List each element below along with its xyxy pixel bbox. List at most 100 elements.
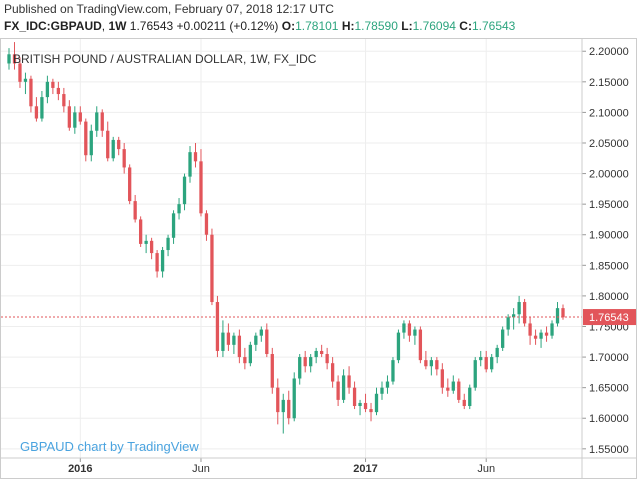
candle-body	[298, 357, 302, 379]
candle-body	[199, 161, 203, 214]
candle	[51, 78, 55, 95]
candle-body	[457, 381, 461, 400]
y-tick-label: 1.90000	[589, 230, 629, 242]
candle-body	[511, 314, 516, 318]
time-axis[interactable]: 2016Jun2017Jun2018	[68, 458, 637, 475]
y-tick-label: 1.55000	[589, 444, 629, 456]
candle-body	[374, 393, 379, 413]
candle-body	[23, 78, 28, 82]
candle	[188, 146, 192, 183]
candle-body	[479, 357, 483, 361]
candle-body	[149, 240, 154, 254]
candle	[40, 90, 44, 122]
y-tick-label: 2.05000	[589, 138, 629, 150]
candles-layer	[7, 42, 565, 434]
candle-body	[188, 152, 192, 177]
candle-body	[106, 130, 110, 159]
candle	[468, 384, 472, 410]
candle-body	[215, 302, 220, 351]
candle-body	[429, 360, 434, 367]
candle	[243, 347, 247, 370]
candle	[440, 363, 444, 394]
candle	[73, 106, 77, 134]
last-price-tag-bg	[583, 309, 636, 326]
candle-body	[128, 167, 132, 202]
candle	[462, 393, 466, 410]
candle	[210, 228, 214, 306]
candle	[446, 378, 450, 397]
candle-body	[166, 237, 170, 251]
candle	[128, 164, 132, 205]
candle-body	[451, 381, 455, 391]
candle	[160, 246, 165, 278]
candle-body	[341, 375, 346, 400]
candle	[303, 350, 307, 373]
x-tick-label: 2017	[353, 463, 377, 475]
candle	[111, 136, 115, 162]
candle	[259, 326, 263, 342]
candle-body	[292, 378, 296, 419]
candle	[45, 75, 50, 104]
candle-body	[330, 363, 335, 382]
candle-body	[12, 54, 17, 64]
candle-body	[287, 399, 291, 419]
candle	[138, 216, 143, 247]
candle	[309, 354, 313, 373]
candle	[517, 295, 521, 324]
watermark: GBPAUD chart by TradingView	[20, 439, 199, 454]
x-tick-label: Jun	[477, 463, 495, 475]
candle	[29, 75, 33, 113]
candle	[18, 57, 22, 88]
candle-body	[407, 323, 412, 336]
candle-body	[314, 350, 318, 358]
candle	[133, 194, 137, 223]
candle-body	[122, 149, 126, 168]
candle	[341, 369, 346, 403]
candle	[7, 48, 11, 70]
candle	[287, 390, 291, 425]
candle	[144, 234, 148, 254]
candlestick-chart[interactable]: 2.20000 2.15000 2.10000 2.05000 2.00000 1.950…	[0, 38, 637, 492]
candle-body	[544, 332, 549, 336]
candle	[155, 250, 159, 278]
candle	[23, 72, 28, 95]
candle	[221, 320, 225, 358]
candle-body	[40, 97, 44, 119]
candle	[473, 357, 477, 391]
candle-body	[347, 375, 351, 388]
candle-body	[424, 360, 428, 367]
price-axis[interactable]: 2.20000 2.15000 2.10000 2.05000 2.00000 1.950…	[582, 46, 629, 456]
candle-body	[413, 329, 417, 336]
candle	[501, 326, 505, 351]
y-tick-label: 2.15000	[589, 77, 629, 89]
candle-body	[517, 302, 521, 315]
candle	[490, 354, 494, 373]
candle-body	[484, 357, 488, 370]
candle	[418, 326, 423, 364]
candle	[451, 375, 455, 394]
last-price-tag: 1.76543	[583, 309, 636, 326]
candle	[314, 347, 318, 364]
candle-body	[495, 347, 499, 358]
y-tick-label: 1.80000	[589, 291, 629, 303]
price-change-pct: (+0.12%)	[229, 19, 279, 33]
y-tick-label: 2.20000	[589, 46, 629, 58]
candle-body	[111, 139, 115, 159]
candle	[402, 320, 406, 339]
candle-body	[265, 329, 269, 355]
candle	[12, 42, 17, 70]
candle	[232, 332, 236, 355]
candle-body	[243, 357, 247, 364]
x-tick-label: 2016	[68, 463, 92, 475]
candle-body	[45, 81, 50, 98]
chart-title: BRITISH POUND / AUSTRALIAN DOLLAR, 1W, F…	[13, 52, 317, 66]
candle	[177, 198, 181, 220]
candle	[358, 399, 362, 416]
candle-body	[325, 354, 329, 364]
candle-body	[237, 335, 242, 358]
candle	[511, 308, 516, 330]
candle-body	[155, 253, 159, 272]
candle	[215, 295, 220, 358]
candle	[84, 118, 88, 162]
candle-body	[418, 329, 423, 361]
